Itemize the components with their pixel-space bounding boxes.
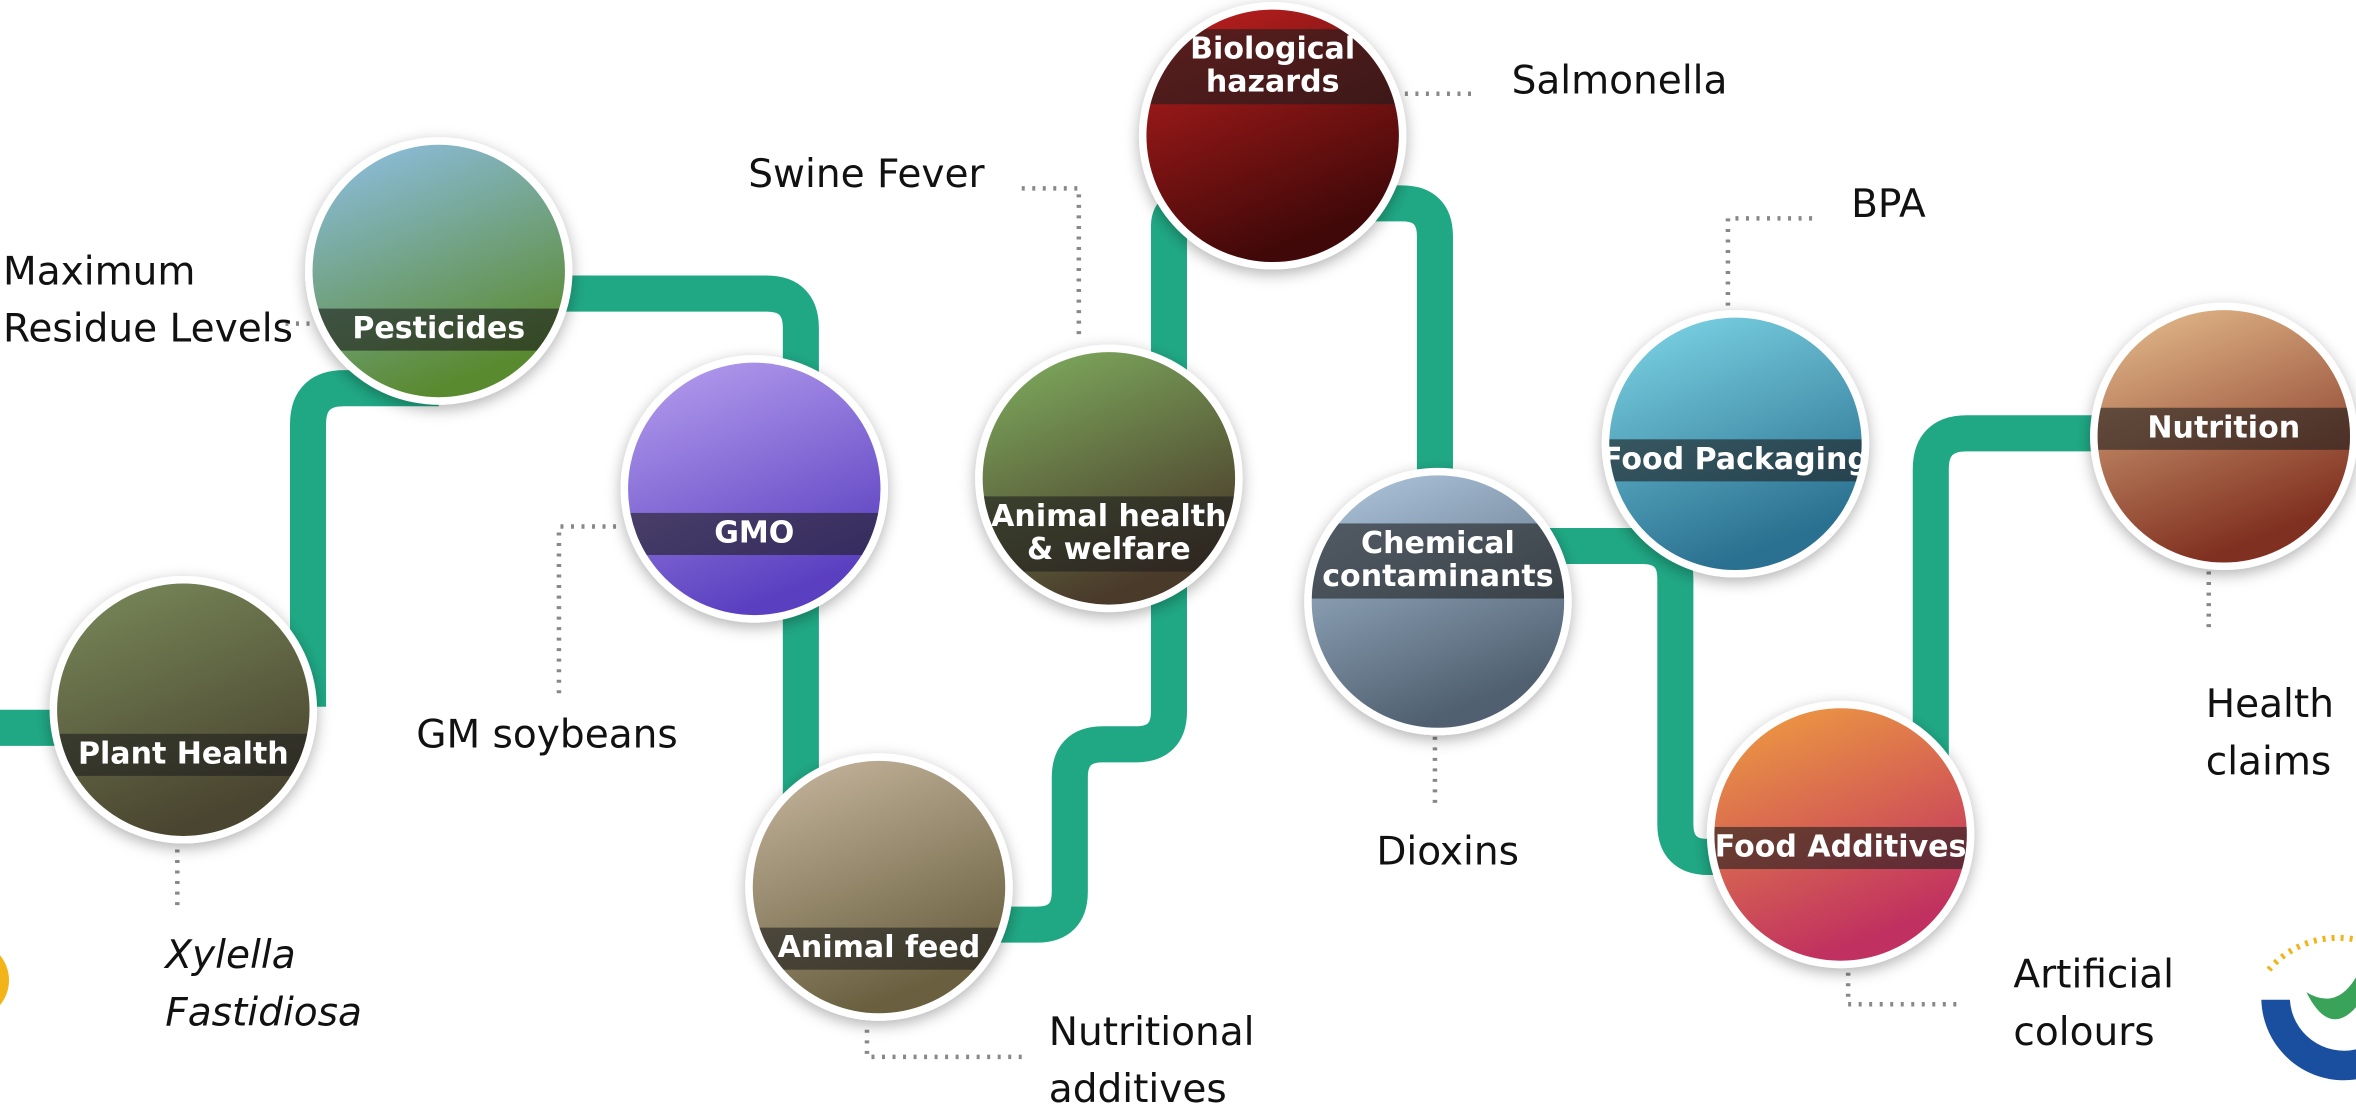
node-example: Fastidiosa [165,990,362,1035]
leader-line [1022,188,1079,338]
node-label: hazards [1206,65,1340,100]
node-example: additives [1049,1067,1227,1110]
node-example: Nutritional [1049,1010,1255,1055]
leader-line [1728,218,1814,316]
node-example: Maximum [3,250,195,295]
node-label: Chemical [1361,526,1515,561]
node-example: Salmonella [1512,59,1728,104]
decor-circle [0,941,9,1019]
node-image [753,761,1005,1013]
logo [2261,938,2356,1081]
node-example: Swine Fever [748,152,985,197]
node-example: BPA [1851,182,1926,227]
node-image [1312,475,1564,727]
diagram: Plant Health Xylella Fastidiosa Pesticides M… [0,0,2356,1110]
node-image [57,584,309,836]
leader-line [1848,962,1956,1004]
node-label: Biological [1190,32,1355,67]
node-label: Plant Health [78,736,289,771]
node-label: Pesticides [352,311,525,346]
node-example: Residue Levels [3,307,293,352]
node-example: colours [2013,1010,2154,1055]
node-example: claims [2206,739,2331,784]
node-example: Dioxins [1376,830,1519,875]
node-label: Food Additives [1715,829,1967,864]
node-label: & welfare [1027,532,1191,567]
node-image [628,363,880,615]
node-label: Animal feed [778,930,981,965]
leader-line [559,526,616,699]
leader-line [867,1030,1022,1057]
node-example: Artificial [2013,953,2174,998]
node-label: Food Packaging [1602,442,1869,477]
node-image [313,145,565,397]
node-example: Xylella [163,933,295,978]
node-example: GM soybeans [416,712,678,757]
node-label: Animal health [991,499,1226,534]
node-example: Health [2206,682,2334,727]
node-label: contaminants [1322,559,1553,594]
node-label: Nutrition [2147,410,2300,445]
node-label: GMO [714,515,794,550]
